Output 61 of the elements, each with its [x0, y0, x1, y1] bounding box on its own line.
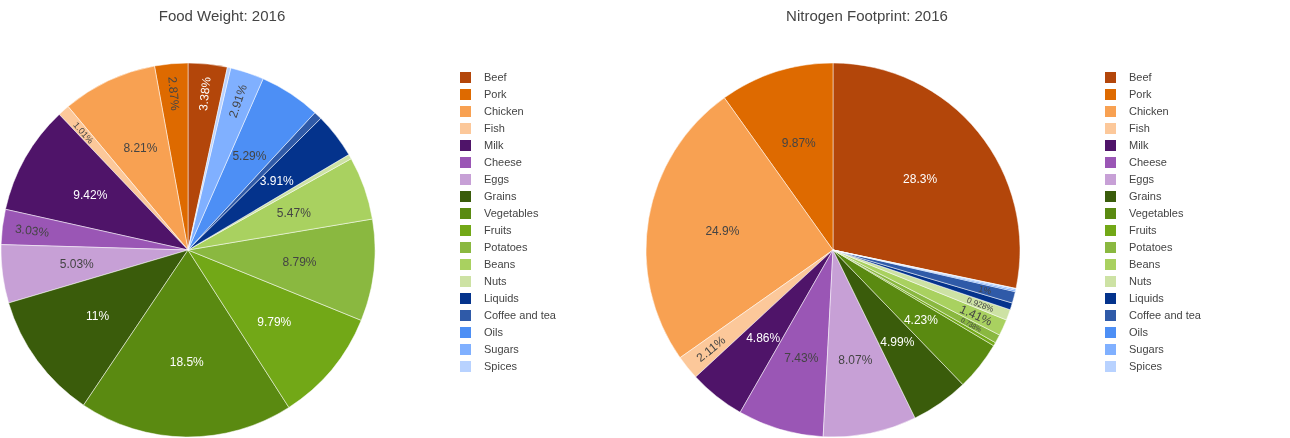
- legend-label: Chicken: [484, 105, 524, 117]
- legend-label: Chicken: [1129, 105, 1169, 117]
- data-label: 2.91%: [225, 82, 251, 120]
- legend-label: Fish: [484, 122, 505, 134]
- legend-label: Oils: [484, 326, 504, 338]
- data-label: 9.42%: [73, 187, 108, 202]
- legend-label: Eggs: [484, 173, 510, 185]
- legend-label: Milk: [484, 139, 505, 151]
- legend-label: Spices: [484, 360, 518, 372]
- legend-label: Beans: [1129, 258, 1161, 270]
- data-label: 11%: [85, 309, 110, 324]
- data-label: 9.87%: [781, 136, 817, 151]
- legend-label: Sugars: [484, 343, 520, 355]
- data-label: 5.03%: [59, 257, 95, 272]
- legend-label: Fish: [1129, 122, 1150, 134]
- data-label: 4.23%: [903, 312, 939, 327]
- legend-label: Vegetables: [484, 207, 539, 219]
- legend-label: Grains: [484, 190, 517, 202]
- data-label: 24.9%: [705, 224, 740, 239]
- data-label: 4.86%: [746, 330, 781, 345]
- legend-label: Beef: [484, 71, 508, 83]
- data-label: 18.5%: [169, 355, 205, 370]
- legend-label: Coffee and tea: [1129, 309, 1202, 321]
- data-label: 8.21%: [123, 141, 158, 156]
- data-label: 8.07%: [838, 352, 873, 367]
- data-label: 9.79%: [257, 314, 292, 329]
- legend-label: Beans: [484, 258, 516, 270]
- data-label: 8.79%: [282, 255, 317, 270]
- legend-label: Potatoes: [1129, 241, 1173, 253]
- legend-label: Fruits: [1129, 224, 1157, 236]
- legend-label: Fruits: [484, 224, 512, 236]
- legend-label: Beef: [1129, 71, 1153, 83]
- data-label: 5.47%: [276, 205, 312, 220]
- legend-label: Eggs: [1129, 173, 1155, 185]
- legend-label: Liquids: [1129, 292, 1165, 304]
- legend-label: Potatoes: [484, 241, 528, 253]
- data-label: 5.29%: [232, 149, 267, 164]
- legend-label: Vegetables: [1129, 207, 1184, 219]
- data-label: 3.91%: [259, 174, 295, 189]
- data-label: 3.03%: [14, 221, 51, 240]
- legend-label: Grains: [1129, 190, 1162, 202]
- legend-label: Liquids: [484, 292, 520, 304]
- data-label: 2.87%: [165, 76, 183, 112]
- legend-label: Milk: [1129, 139, 1150, 151]
- data-label: 1%: [977, 283, 993, 297]
- legend-label: Cheese: [1129, 156, 1167, 168]
- legend-label: Coffee and tea: [484, 309, 557, 321]
- legend-label: Spices: [1129, 360, 1163, 372]
- chart-title: Nitrogen Footprint: 2016: [786, 7, 948, 24]
- legend-label: Nuts: [1129, 275, 1153, 287]
- legend-label: Pork: [484, 88, 508, 100]
- legend-label: Cheese: [484, 156, 522, 168]
- data-label: 7.43%: [784, 350, 819, 365]
- legend-label: Oils: [1129, 326, 1149, 338]
- data-label: 28.3%: [903, 172, 938, 187]
- data-label: 4.99%: [880, 334, 915, 349]
- chart-title: Food Weight: 2016: [158, 7, 286, 24]
- legend-label: Nuts: [484, 275, 508, 287]
- legend-label: Sugars: [1129, 343, 1165, 355]
- legend-label: Pork: [1129, 88, 1153, 100]
- data-label: 3.38%: [196, 75, 214, 112]
